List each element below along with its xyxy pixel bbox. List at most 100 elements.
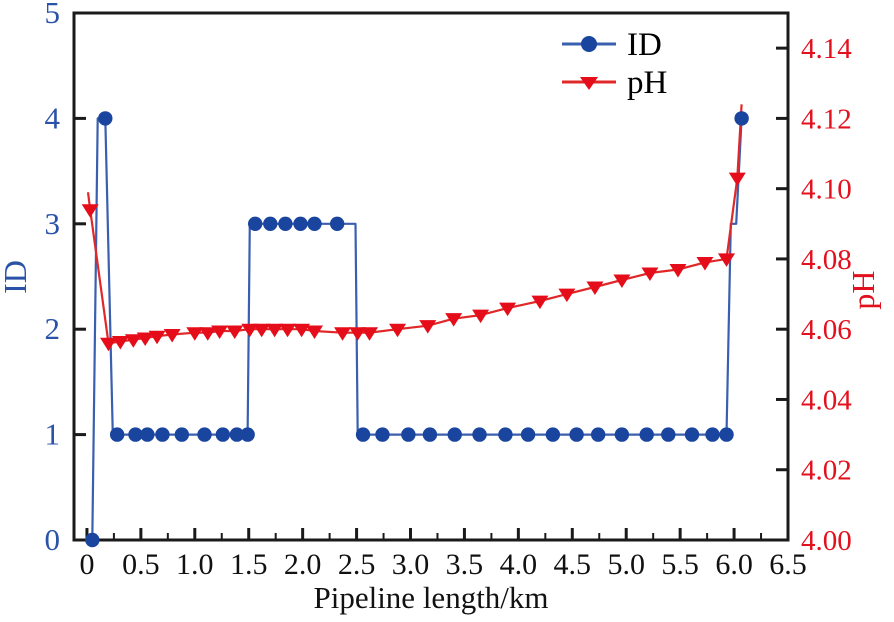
ph-series-marker (124, 334, 142, 348)
ph-series-marker (499, 302, 517, 317)
right-axis-tick-label: 4.06 (801, 314, 852, 346)
ph-series-marker (389, 323, 407, 338)
id-series-marker (109, 427, 125, 442)
legend-circle-marker-icon (581, 36, 597, 52)
x-axis-tick-label: 1.5 (230, 548, 268, 581)
id-series-marker (85, 532, 100, 548)
id-series-marker (545, 427, 561, 442)
id-series-marker (278, 216, 293, 231)
id-series-marker (355, 427, 371, 442)
right-axis-tick-label: 4.04 (801, 384, 852, 416)
left-axis-tick-label: 1 (45, 417, 61, 452)
axis-ticks (74, 11, 790, 542)
right-axis-tick-label: 4.14 (801, 33, 852, 65)
right-axis-tick-label: 4.10 (801, 174, 852, 206)
id-series-marker (447, 427, 462, 442)
ph-series-marker (349, 327, 367, 341)
x-axis-title: Pipeline length/km (313, 580, 548, 615)
x-axis-tick-label: 0.5 (122, 548, 160, 581)
left-axis-tick-label: 3 (45, 206, 61, 241)
ph-series-marker (111, 335, 129, 350)
id-series-marker (422, 427, 438, 442)
id-series-marker (569, 427, 584, 442)
legend-label-id: ID (627, 27, 662, 63)
id-series-marker (590, 427, 606, 442)
x-axis-tick-label: 3.0 (392, 548, 430, 581)
ph-series-marker (211, 325, 229, 339)
x-axis-tick-label: 0 (79, 548, 94, 581)
ph-series-marker (613, 274, 631, 289)
ph-series-marker (81, 204, 99, 218)
ph-series-line (86, 104, 743, 345)
ph-series-marker (472, 309, 490, 324)
id-series-marker (614, 427, 630, 442)
legend-item-id: ID (562, 27, 662, 63)
ph-series-marker (253, 323, 271, 338)
ph-series-marker (641, 267, 659, 281)
ph-series-marker (669, 263, 687, 278)
ph-series-marker (293, 323, 311, 338)
plot-frame (72, 11, 790, 542)
legend-triangle-marker-icon (580, 77, 598, 90)
x-axis-tick-label: 2.0 (284, 548, 322, 581)
ph-series-marker (163, 328, 181, 343)
legend-item-ph: pH (562, 65, 667, 101)
right-axis-tick-label: 4.12 (801, 103, 852, 135)
ph-series-marker (148, 330, 166, 345)
ph-series-marker (279, 323, 297, 338)
x-axis-tick-label: 4.5 (554, 548, 592, 581)
x-axis-tick-label: 6.0 (715, 548, 753, 581)
left-axis-tick-label: 2 (45, 311, 61, 346)
id-series-marker (639, 427, 654, 442)
legend-label-ph: pH (627, 65, 667, 101)
id-series-marker (520, 427, 536, 442)
id-series-marker (140, 427, 155, 442)
id-series-marker (661, 427, 676, 442)
x-axis-tick-label: 6.5 (769, 548, 807, 581)
id-series-marker (684, 427, 700, 442)
id-series-marker (401, 427, 416, 442)
id-series-marker (263, 216, 278, 231)
left-axis-tick-label: 4 (45, 100, 61, 135)
x-axis-tick-label: 2.5 (338, 548, 376, 581)
id-series-marker (98, 111, 113, 126)
x-axis-tick-label: 5.0 (607, 548, 645, 581)
ph-series-marker (199, 327, 217, 341)
id-series-marker (155, 427, 170, 442)
ph-series-marker (226, 325, 244, 339)
right-axis-tick-label: 4.00 (801, 525, 852, 557)
ph-series-marker (100, 337, 118, 352)
id-series-marker (240, 427, 255, 442)
id-series-marker (472, 427, 487, 442)
ph-series-marker (266, 323, 284, 338)
id-series-marker (719, 427, 734, 442)
ph-series-marker (586, 281, 604, 296)
id-series-marker (375, 427, 390, 442)
ph-series-marker (241, 323, 259, 338)
x-axis-tick-label: 3.5 (446, 548, 484, 581)
id-series-marker (128, 427, 143, 442)
id-series-marker (307, 216, 322, 231)
ph-series-marker (718, 253, 736, 267)
id-series-marker (174, 427, 190, 442)
x-axis-tick-label: 4.0 (500, 548, 538, 581)
series-layer (81, 104, 749, 548)
id-series-marker (215, 427, 231, 442)
ph-series-marker (136, 332, 154, 346)
id-series-marker (229, 427, 245, 442)
left-axis-tick-label: 5 (45, 0, 61, 30)
id-series-marker (498, 427, 513, 442)
id-series-marker (329, 216, 345, 231)
ph-series-marker (558, 288, 576, 303)
x-axis-tick-label: 1.0 (176, 548, 214, 581)
id-series-marker (705, 427, 720, 442)
ph-series-marker (531, 295, 549, 310)
left-axis-tick-label: 0 (45, 522, 61, 557)
ph-series-marker (306, 325, 324, 339)
right-axis-title: pH (845, 270, 881, 309)
ph-series-marker (728, 172, 746, 187)
id-series-marker (197, 427, 212, 442)
id-series-marker (293, 216, 308, 231)
